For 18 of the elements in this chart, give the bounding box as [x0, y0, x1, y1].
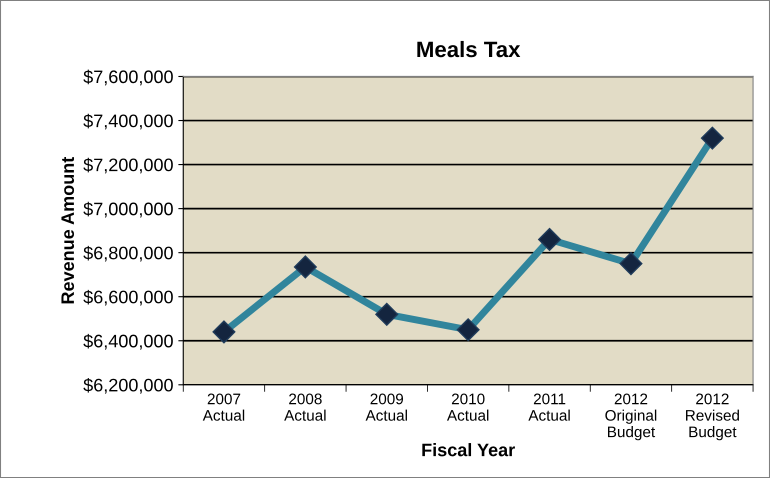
y-tick-label: $6,200,000: [83, 378, 173, 394]
y-tick-label: $6,600,000: [83, 290, 173, 306]
x-tick-label: 2009 Actual: [366, 394, 407, 421]
x-tick-label: 2011 Actual: [528, 394, 570, 421]
x-tick-label: 2010 Actual: [446, 394, 488, 421]
y-tick-label: $7,400,000: [83, 114, 173, 130]
x-tick-label: 2007 Actual: [202, 394, 244, 421]
x-axis-title: Fiscal Year: [422, 443, 515, 456]
x-tick-label: 2012 Revised Budget: [686, 394, 739, 440]
y-tick-label: $7,600,000: [83, 70, 173, 86]
y-axis-title: Revenue Amount: [61, 156, 74, 304]
y-tick-label: $6,800,000: [83, 246, 173, 262]
y-tick-label: $7,000,000: [83, 202, 173, 218]
chart-title: Meals Tax: [417, 40, 520, 58]
x-tick-label: 2012 Original Budget: [605, 394, 656, 440]
y-tick-label: $7,200,000: [83, 158, 173, 174]
y-tick-label: $6,400,000: [83, 334, 173, 350]
x-tick-label: 2008 Actual: [284, 394, 326, 421]
